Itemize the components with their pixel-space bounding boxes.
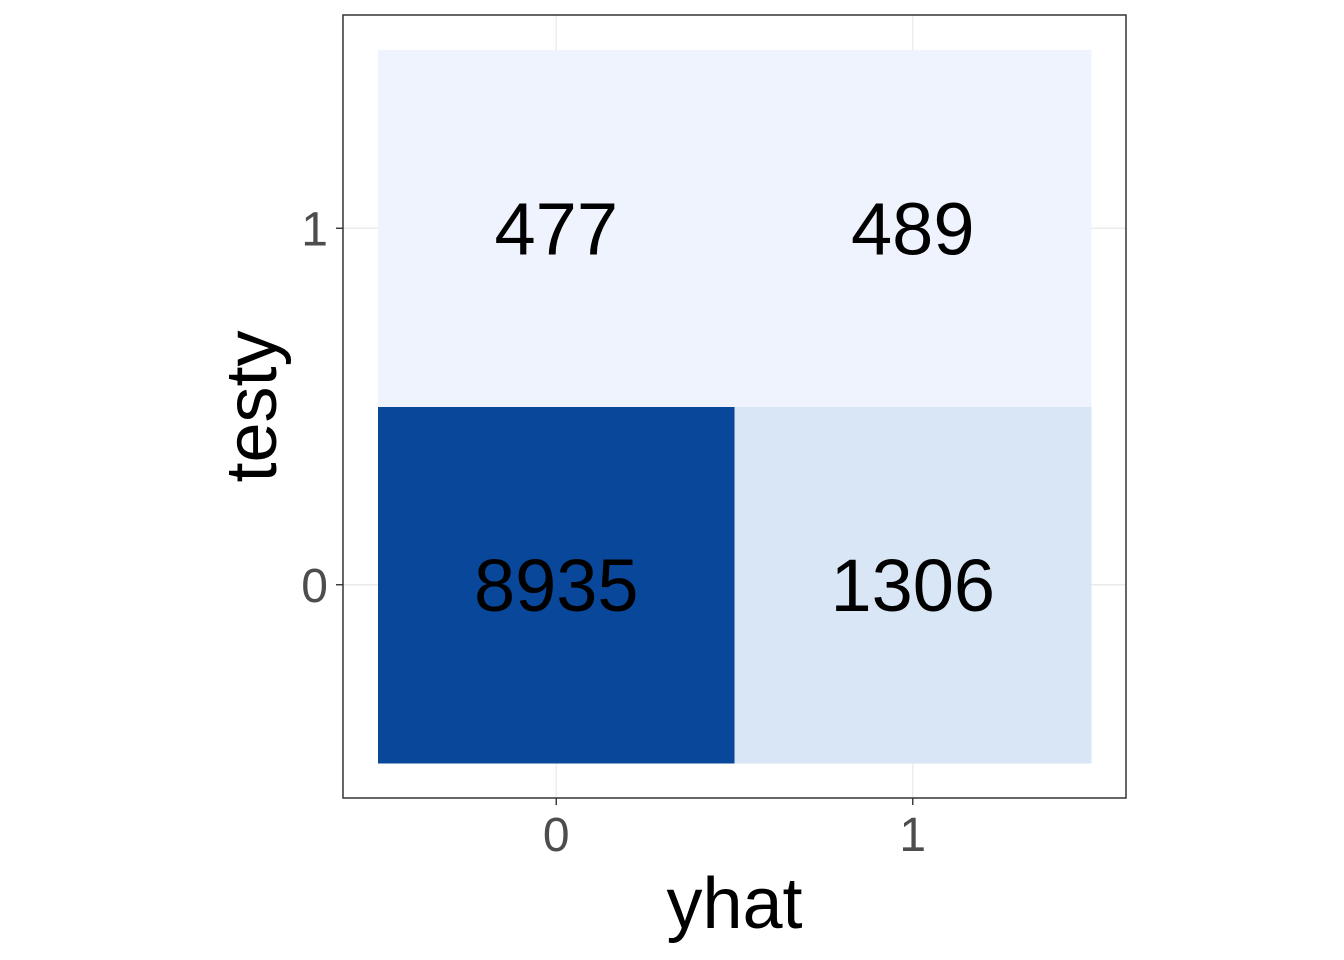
panel-border bbox=[342, 14, 1127, 799]
heatmap-cell-x0-y0 bbox=[378, 406, 735, 764]
y-axis-title: testy bbox=[212, 330, 292, 482]
heatmap-cells bbox=[378, 50, 1092, 764]
y-tick-label-0: 0 bbox=[301, 560, 328, 613]
cell-value-label-x1-y0: 1306 bbox=[830, 544, 995, 627]
y-tick-label-1: 1 bbox=[301, 203, 328, 256]
heatmap-cell-x1-y0 bbox=[734, 406, 1092, 764]
axis-ticks: 0 1 0 1 bbox=[301, 203, 926, 862]
cell-value-label-x0-y0: 8935 bbox=[474, 544, 639, 627]
x-tick-label-0: 0 bbox=[543, 809, 570, 862]
heatmap-cell-x0-y1 bbox=[378, 50, 735, 407]
heatmap-cell-x1-y1 bbox=[734, 50, 1092, 407]
cell-value-label-x0-y1: 477 bbox=[495, 187, 618, 270]
cell-value-label-x1-y1: 489 bbox=[851, 187, 974, 270]
cell-labels: 8935 1306 477 489 bbox=[474, 187, 995, 627]
x-tick-label-1: 1 bbox=[899, 809, 926, 862]
x-axis-title: yhat bbox=[666, 864, 802, 944]
